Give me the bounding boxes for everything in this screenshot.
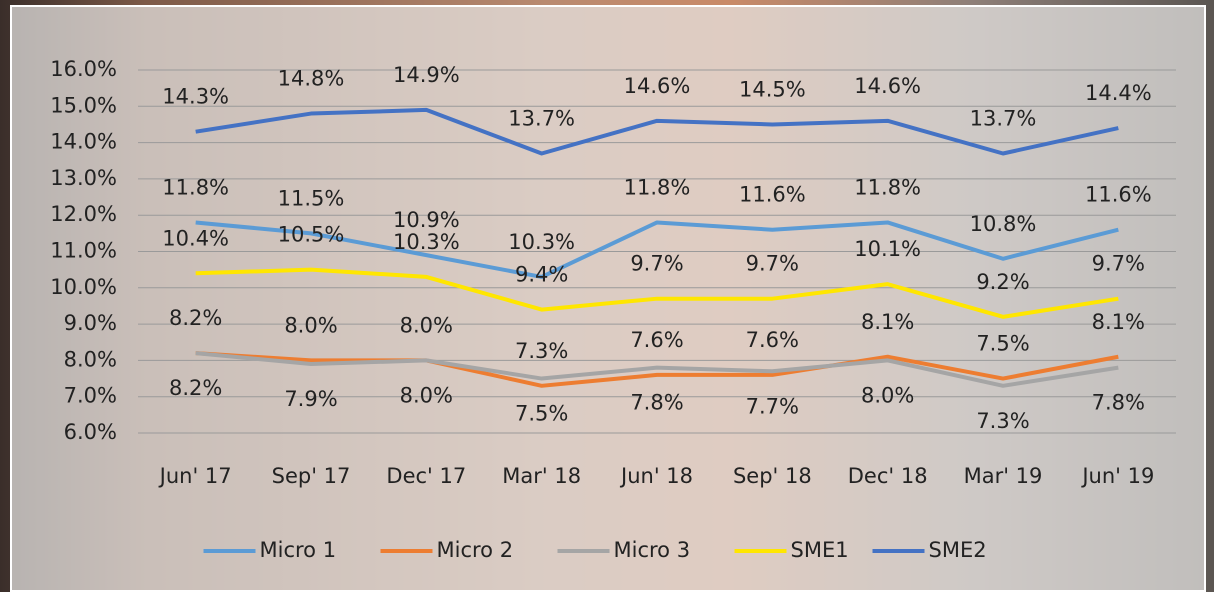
data-label: 14.8% [278,67,345,91]
data-label: 7.6% [630,328,683,352]
x-tick-label: Mar' 19 [964,464,1043,488]
data-label: 7.3% [976,409,1029,433]
data-label: 10.8% [970,212,1037,236]
y-tick-label: 6.0% [64,420,117,444]
y-tick-label: 14.0% [50,130,117,154]
data-label: 10.9% [393,208,460,232]
data-label: 10.4% [162,226,229,250]
data-label: 14.6% [624,74,691,98]
data-label: 13.7% [970,106,1037,130]
y-tick-label: 7.0% [64,384,117,408]
x-tick-label: Sep' 18 [733,464,812,488]
data-label: 9.7% [746,252,799,276]
y-tick-label: 11.0% [50,239,117,263]
series-line [195,351,1119,388]
legend-label: SME2 [929,538,987,562]
data-label: 8.1% [861,310,914,334]
data-label: 11.5% [278,186,345,210]
x-tick-label: Jun' 18 [619,464,693,488]
legend-label: Micro 3 [614,538,691,562]
data-label: 9.4% [515,263,568,287]
data-label: 8.0% [861,383,914,407]
x-tick-label: Dec' 17 [386,464,466,488]
y-tick-label: 9.0% [64,311,117,335]
data-label: 11.8% [854,175,921,199]
x-tick-label: Dec' 18 [848,464,928,488]
legend-label: SME1 [791,538,849,562]
data-label: 11.6% [1085,183,1152,207]
data-label: 10.3% [508,230,575,254]
x-tick-label: Jun' 17 [158,464,232,488]
data-label: 9.7% [630,252,683,276]
data-label: 11.6% [739,183,806,207]
y-tick-label: 13.0% [50,166,117,190]
data-label: 14.4% [1085,81,1152,105]
y-tick-label: 8.0% [64,347,117,371]
data-label: 7.3% [515,339,568,363]
data-label: 11.8% [162,175,229,199]
data-label: 7.7% [746,394,799,418]
y-tick-label: 15.0% [50,93,117,117]
x-tick-label: Mar' 18 [502,464,581,488]
x-tick-label: Jun' 19 [1080,464,1154,488]
data-label: 9.7% [1092,252,1145,276]
y-tick-label: 10.0% [50,275,117,299]
y-tick-label: 16.0% [50,57,117,81]
data-label: 7.6% [746,328,799,352]
data-label: 8.2% [169,376,222,400]
data-label: 13.7% [508,106,575,130]
data-label: 14.5% [739,77,806,101]
series-line [195,351,1119,388]
x-tick-label: Sep' 17 [272,464,351,488]
data-label: 8.2% [169,306,222,330]
data-label: 14.3% [162,85,229,109]
data-label: 7.5% [515,402,568,426]
data-label: 8.1% [1092,310,1145,334]
y-tick-label: 12.0% [50,202,117,226]
data-label: 7.9% [284,387,337,411]
data-label: 7.8% [1092,391,1145,415]
data-label: 10.5% [278,223,345,247]
chart-frame [10,5,1206,592]
data-label: 14.9% [393,63,460,87]
data-label: 8.0% [400,383,453,407]
data-label: 9.2% [976,270,1029,294]
legend-label: Micro 2 [437,538,514,562]
series-line [195,267,1119,319]
series-line [195,220,1119,279]
series-line [195,107,1119,156]
data-label: 8.0% [284,313,337,337]
data-label: 8.0% [400,313,453,337]
data-label: 7.5% [976,332,1029,356]
data-label: 10.1% [854,237,921,261]
data-label: 14.6% [854,74,921,98]
legend-label: Micro 1 [260,538,337,562]
data-label: 11.8% [624,175,691,199]
data-label: 10.3% [393,230,460,254]
data-label: 7.8% [630,391,683,415]
